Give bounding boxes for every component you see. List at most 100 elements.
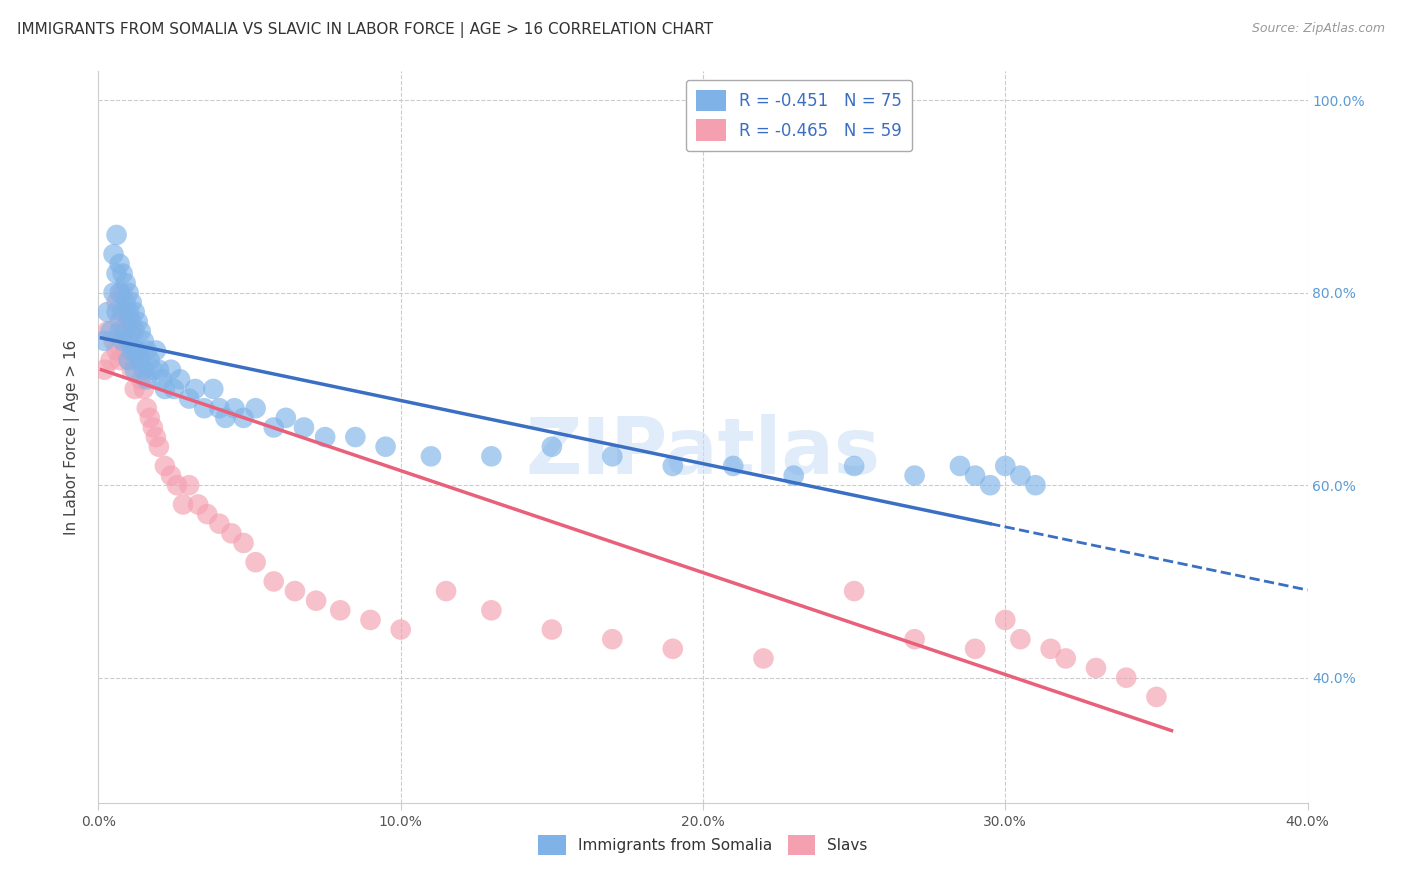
Point <box>1144 690 1167 704</box>
Point <box>121 315 143 329</box>
Point <box>105 227 128 242</box>
Point <box>118 353 141 368</box>
Point <box>263 420 285 434</box>
Point <box>124 343 146 358</box>
Point <box>844 458 866 473</box>
Point <box>1115 671 1137 685</box>
Point <box>118 285 141 300</box>
Point <box>100 353 122 368</box>
Point <box>103 247 125 261</box>
Point <box>661 458 683 473</box>
Point <box>139 353 162 368</box>
Point <box>118 315 141 329</box>
Point <box>783 468 806 483</box>
Text: IMMIGRANTS FROM SOMALIA VS SLAVIC IN LABOR FORCE | AGE > 16 CORRELATION CHART: IMMIGRANTS FROM SOMALIA VS SLAVIC IN LAB… <box>17 22 713 38</box>
Point <box>153 458 176 473</box>
Point <box>979 478 1001 492</box>
Text: Source: ZipAtlas.com: Source: ZipAtlas.com <box>1251 22 1385 36</box>
Text: ZIPatlas: ZIPatlas <box>526 414 880 490</box>
Point <box>949 458 972 473</box>
Point <box>129 324 152 338</box>
Point <box>121 295 143 310</box>
Point <box>481 603 503 617</box>
Point <box>124 324 146 338</box>
Point <box>344 430 367 444</box>
Point <box>166 478 188 492</box>
Point <box>111 305 134 319</box>
Point <box>121 324 143 338</box>
Point <box>111 267 134 281</box>
Point <box>121 343 143 358</box>
Point <box>124 305 146 319</box>
Point <box>214 410 236 425</box>
Point <box>142 362 165 376</box>
Point <box>1010 468 1032 483</box>
Point <box>108 324 131 338</box>
Point <box>118 305 141 319</box>
Point <box>184 382 207 396</box>
Point <box>100 324 122 338</box>
Point <box>160 468 183 483</box>
Point <box>108 315 131 329</box>
Point <box>904 468 927 483</box>
Point <box>752 651 775 665</box>
Point <box>114 305 136 319</box>
Point <box>305 593 328 607</box>
Point <box>187 498 209 512</box>
Point <box>160 362 183 376</box>
Point <box>105 295 128 310</box>
Point <box>108 285 131 300</box>
Point <box>994 458 1017 473</box>
Point <box>1024 478 1046 492</box>
Point <box>179 392 201 406</box>
Point <box>179 478 201 492</box>
Point <box>139 410 162 425</box>
Point <box>96 324 118 338</box>
Point <box>221 526 243 541</box>
Point <box>93 362 115 376</box>
Point <box>124 343 146 358</box>
Point <box>661 641 683 656</box>
Point <box>135 343 157 358</box>
Point <box>127 315 149 329</box>
Point <box>124 362 146 376</box>
Point <box>111 324 134 338</box>
Point <box>145 343 167 358</box>
Point <box>172 498 194 512</box>
Point <box>127 353 149 368</box>
Point <box>148 440 170 454</box>
Point <box>96 305 118 319</box>
Point <box>208 401 231 416</box>
Point <box>292 420 315 434</box>
Point <box>193 401 215 416</box>
Point <box>224 401 246 416</box>
Point <box>132 334 155 348</box>
Point <box>1039 641 1062 656</box>
Point <box>129 372 152 386</box>
Point <box>195 507 218 521</box>
Point <box>389 623 412 637</box>
Point <box>111 285 134 300</box>
Point <box>114 343 136 358</box>
Point <box>163 382 186 396</box>
Point <box>103 285 125 300</box>
Point <box>434 584 457 599</box>
Point <box>135 372 157 386</box>
Point <box>105 267 128 281</box>
Point <box>105 305 128 319</box>
Legend: Immigrants from Somalia, Slavs: Immigrants from Somalia, Slavs <box>533 830 873 861</box>
Point <box>114 324 136 338</box>
Point <box>108 257 131 271</box>
Point <box>1054 651 1077 665</box>
Point <box>114 276 136 290</box>
Point <box>232 410 254 425</box>
Point <box>153 382 176 396</box>
Point <box>118 353 141 368</box>
Point <box>329 603 352 617</box>
Point <box>114 295 136 310</box>
Point <box>965 641 987 656</box>
Point <box>142 420 165 434</box>
Point <box>965 468 987 483</box>
Point <box>202 382 225 396</box>
Point <box>1010 632 1032 647</box>
